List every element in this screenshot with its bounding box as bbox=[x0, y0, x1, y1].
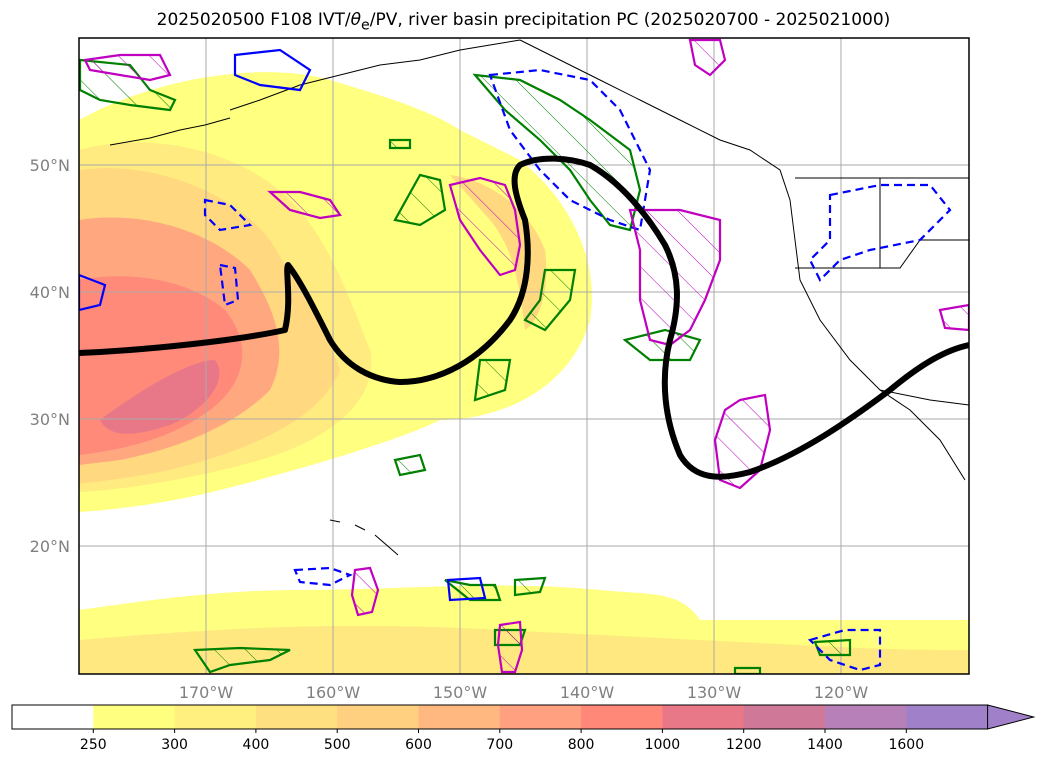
colorbar-segment bbox=[825, 705, 907, 729]
green-small-7 bbox=[513, 576, 547, 597]
lon-label: 130°W bbox=[687, 683, 742, 702]
colorbar-tick-label: 500 bbox=[324, 737, 351, 753]
colorbar-tick-label: 1000 bbox=[645, 737, 681, 753]
colorbar-segment bbox=[337, 705, 419, 729]
colorbar-tick-label: 1400 bbox=[807, 737, 843, 753]
colorbar-tick-label: 300 bbox=[161, 737, 188, 753]
green-small-5 bbox=[393, 453, 427, 477]
colorbar-segment bbox=[93, 705, 176, 729]
colorbar-extend-arrow bbox=[987, 704, 1036, 730]
colorbar-tick-label: 1600 bbox=[888, 737, 924, 753]
green-small-1 bbox=[393, 173, 447, 227]
colorbar-segment bbox=[12, 705, 94, 729]
colorbar-segment bbox=[499, 705, 582, 729]
magenta-hatch-2 bbox=[448, 176, 522, 277]
colorbar-segment bbox=[255, 705, 338, 729]
lon-labels: 170°W 160°W 150°W 140°W 130°W 120°W bbox=[179, 683, 869, 702]
hawaiian-islands bbox=[329, 519, 399, 556]
lat-label: 30°N bbox=[30, 410, 70, 429]
lon-label: 140°W bbox=[560, 683, 615, 702]
coastlines bbox=[109, 39, 969, 556]
colorbar-segment bbox=[581, 705, 663, 729]
colorbar-tick-label: 1200 bbox=[726, 737, 762, 753]
lon-label: 120°W bbox=[814, 683, 869, 702]
lat-label: 50°N bbox=[30, 156, 70, 175]
colorbar-segment bbox=[174, 705, 257, 729]
magenta-hatch-5 bbox=[688, 38, 727, 77]
aleutian-islands bbox=[109, 117, 231, 146]
colorbar-tick-label: 800 bbox=[568, 737, 595, 753]
magenta-hatch-3 bbox=[267, 190, 342, 220]
colorbar-tick-label: 400 bbox=[243, 737, 270, 753]
green-small-10 bbox=[813, 638, 852, 657]
map-frame bbox=[78, 37, 970, 675]
green-hatch-south bbox=[192, 646, 291, 674]
alaska-coast bbox=[229, 39, 521, 111]
colorbar-segment bbox=[906, 705, 989, 729]
green-small-2 bbox=[523, 268, 577, 332]
map-panel bbox=[79, 38, 969, 674]
colorbar-tick-label: 250 bbox=[80, 737, 107, 753]
state-border bbox=[795, 239, 969, 269]
blue-solid-2 bbox=[446, 576, 487, 602]
north-america-coast bbox=[519, 39, 966, 481]
magenta-hatch-9 bbox=[938, 303, 969, 332]
green-small-9 bbox=[733, 666, 762, 674]
figure-title: 2025020500 F108 IVT/θe/PV, river basin p… bbox=[156, 10, 891, 34]
green-contours bbox=[79, 58, 852, 674]
blue-solid-3 bbox=[79, 273, 107, 312]
blue-dashed-1 bbox=[488, 68, 652, 232]
colorbar-ticks: 250 300 400 500 600 700 800 1000 1200 1400 1600 bbox=[80, 729, 924, 753]
blue-dashed-4 bbox=[808, 183, 952, 282]
colorbar-tick-label: 600 bbox=[405, 737, 432, 753]
magenta-hatch-7 bbox=[350, 566, 380, 617]
lon-label: 170°W bbox=[179, 683, 234, 702]
lon-label: 150°W bbox=[433, 683, 488, 702]
theta-e-contour bbox=[79, 155, 969, 480]
ivt-band-1000 bbox=[100, 360, 220, 434]
colorbar bbox=[11, 704, 1036, 730]
blue-contours bbox=[79, 48, 952, 672]
green-small-3 bbox=[473, 358, 512, 402]
lat-labels: 50°N 40°N 30°N 20°N bbox=[30, 156, 70, 556]
magenta-hatch-1 bbox=[83, 53, 172, 82]
colorbar-segment bbox=[418, 705, 501, 729]
magenta-hatch-8 bbox=[496, 620, 524, 674]
ivt-band-south-inner bbox=[79, 625, 969, 674]
magenta-hatch-6 bbox=[713, 393, 772, 490]
blue-dashed-2 bbox=[203, 198, 253, 232]
blue-dashed-5 bbox=[293, 566, 353, 587]
green-hatch-bc bbox=[472, 73, 642, 232]
lat-label: 40°N bbox=[30, 283, 70, 302]
lon-label: 160°W bbox=[306, 683, 361, 702]
blue-solid-1 bbox=[233, 48, 312, 92]
green-small-6 bbox=[444, 578, 502, 602]
colorbar-segment bbox=[743, 705, 826, 729]
colorbar-tick-label: 700 bbox=[486, 737, 513, 753]
mexico-border bbox=[879, 389, 969, 406]
blue-dashed-6 bbox=[807, 628, 882, 672]
green-small-11 bbox=[388, 138, 412, 150]
lat-label: 20°N bbox=[30, 537, 70, 556]
colorbar-segment bbox=[662, 705, 745, 729]
